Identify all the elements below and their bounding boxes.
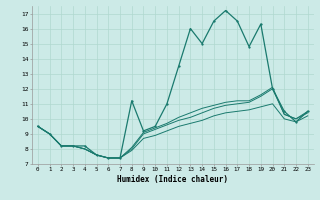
- X-axis label: Humidex (Indice chaleur): Humidex (Indice chaleur): [117, 175, 228, 184]
